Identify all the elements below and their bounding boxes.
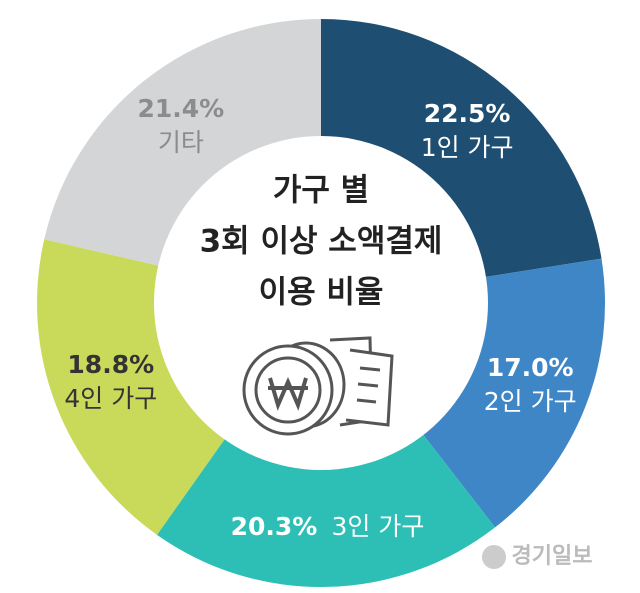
donut-slice bbox=[422, 258, 605, 528]
source: 경기일보 bbox=[512, 544, 593, 569]
watermark: 경기일보 bbox=[482, 544, 592, 569]
donut-slice bbox=[156, 434, 496, 588]
value-label: 18.8% bbox=[67, 350, 154, 379]
category-label: 3인 가구 bbox=[332, 512, 425, 541]
donut-slice bbox=[37, 239, 226, 535]
donut-hole bbox=[154, 136, 488, 470]
value-label: 20.3% bbox=[231, 512, 318, 541]
category-label: 2인 가구 bbox=[484, 387, 577, 416]
category-label: 기타 bbox=[158, 128, 204, 157]
category-label: 1인 가구 bbox=[421, 133, 514, 162]
donut-slice bbox=[321, 19, 602, 278]
coin-icon bbox=[242, 336, 394, 436]
value-label: 17.0% bbox=[487, 353, 574, 382]
title-line: 3회 이상 소액결제 bbox=[200, 224, 443, 260]
category-label: 4인 가구 bbox=[64, 384, 157, 413]
title-line: 가구 별 bbox=[273, 173, 369, 209]
value-label: 22.5% bbox=[424, 99, 511, 128]
center-title: 가구 별 3회 이상 소액결제 이용 비율 bbox=[200, 173, 443, 311]
title-line: 이용 비율 bbox=[259, 275, 384, 311]
donut-slice bbox=[44, 19, 321, 266]
value-label: 21.4% bbox=[138, 94, 225, 123]
